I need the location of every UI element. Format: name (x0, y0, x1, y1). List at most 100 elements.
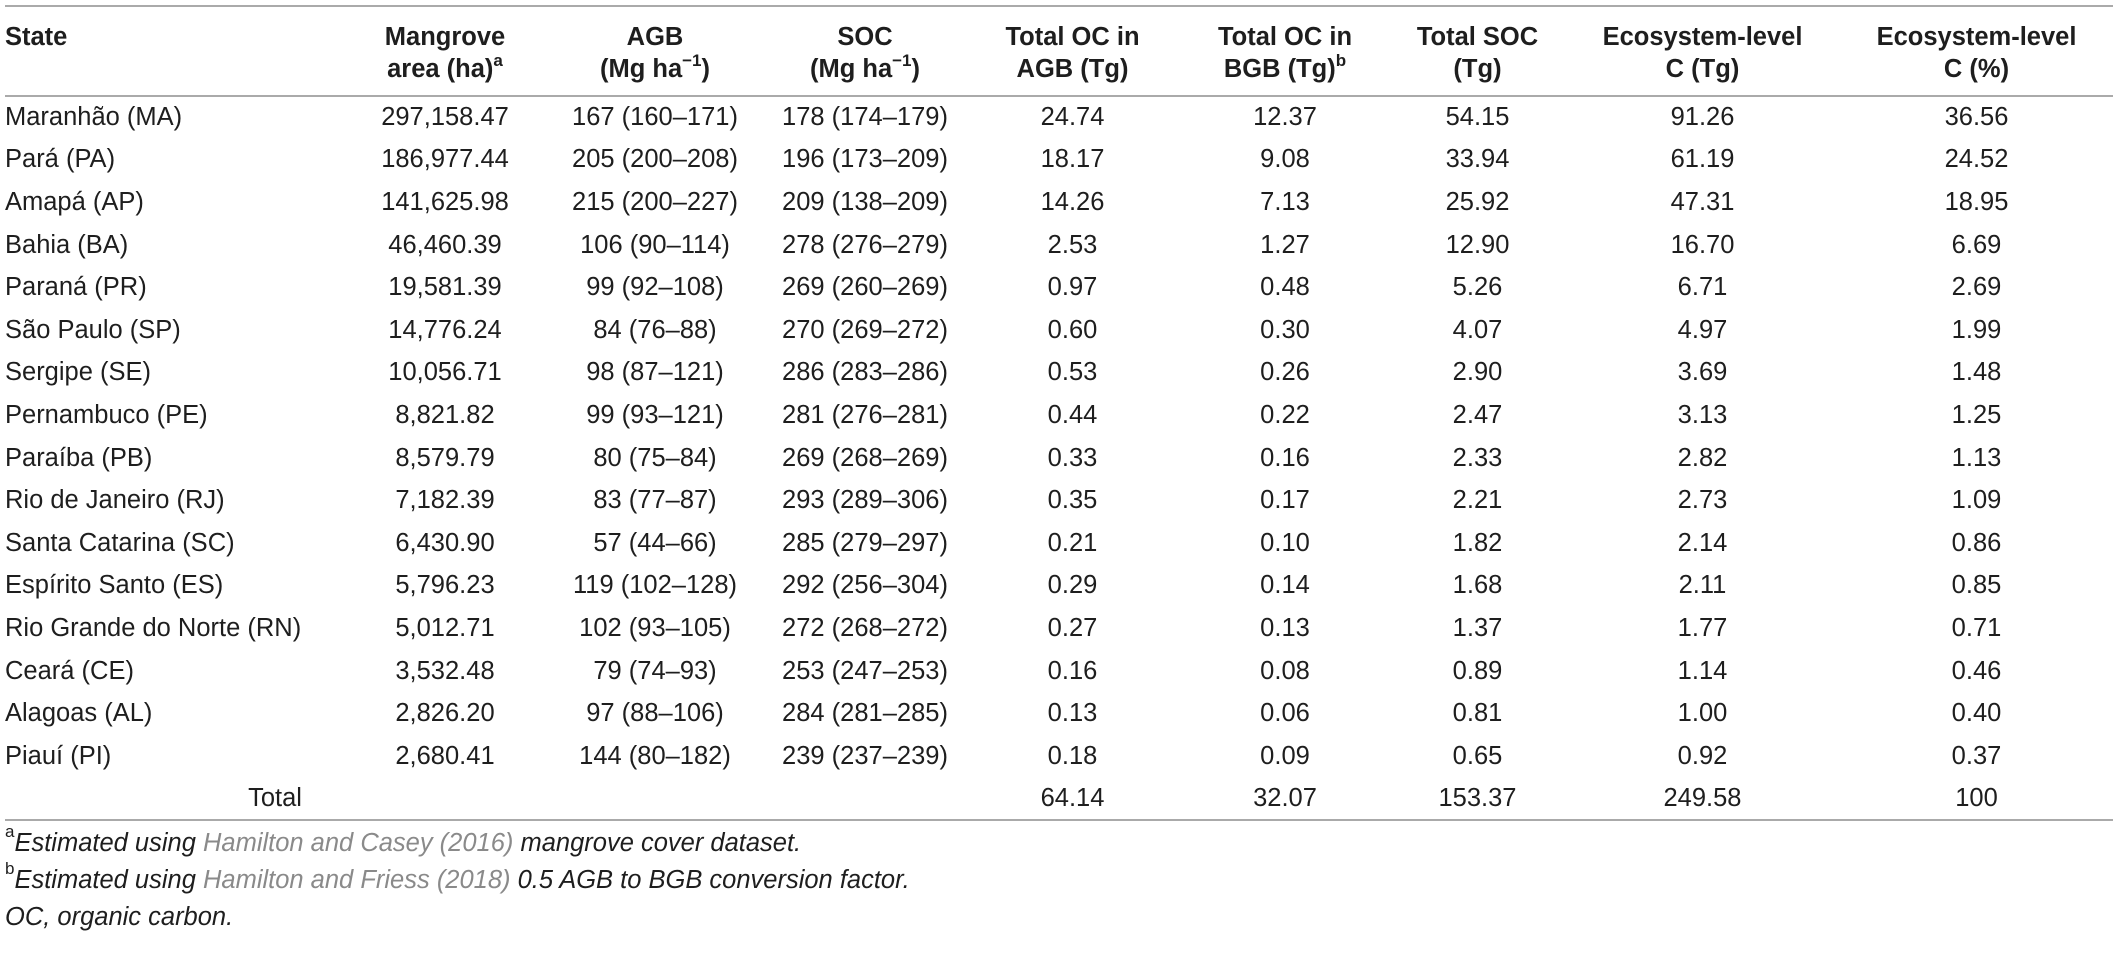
value-cell: 7,182.39 (395, 486, 495, 515)
state-cell: Paraná (PR) (5, 273, 147, 302)
state-cell: Pernambuco (PE) (5, 400, 208, 429)
value-cell: 1.77 (1677, 613, 1728, 642)
value-cell: 24.74 (1040, 103, 1105, 132)
table-row: Alagoas (AL) 2,826.20 97 (88–106) 284 (281–… (5, 692, 2113, 735)
state-cell: Ceará (CE) (5, 656, 134, 685)
value-cell: 5,796.23 (395, 571, 495, 600)
value-cell: 205 (200–208) (572, 145, 738, 174)
value-cell: 0.29 (1047, 571, 1098, 600)
state-cell: Pará (PA) (5, 145, 116, 174)
value-cell: 0.86 (1951, 528, 2002, 557)
value-cell: 285 (279–297) (782, 528, 948, 557)
value-cell: 5.26 (1452, 273, 1503, 302)
value-cell: 24.52 (1944, 145, 2009, 174)
value-cell: 9.08 (1260, 145, 1310, 174)
value-cell: 0.30 (1260, 315, 1310, 344)
state-cell: Maranhão (MA) (5, 103, 183, 132)
value-cell: 0.35 (1047, 486, 1098, 515)
column-header-line2: C (%) (1943, 55, 2010, 83)
footnote-marker: a (5, 822, 15, 841)
column-header: Total OC in AGB (Tg) (965, 5, 1180, 97)
value-cell: 80 (75–84) (593, 443, 717, 472)
table-footnotes: aEstimated using Hamilton and Casey (201… (5, 822, 2113, 936)
value-cell: 0.48 (1260, 273, 1310, 302)
value-cell: 1.14 (1677, 656, 1728, 685)
footnote-marker: b (1335, 50, 1347, 70)
value-cell: 141,625.98 (381, 187, 509, 216)
value-cell: 54.15 (1445, 103, 1510, 132)
value-cell: 2.90 (1452, 358, 1503, 387)
footnote-marker: b (5, 859, 15, 878)
value-cell: 119 (102–128) (573, 571, 737, 600)
table-row: Sergipe (SE) 10,056.71 98 (87–121) 286 (283… (5, 352, 2113, 395)
value-cell: 0.65 (1452, 741, 1503, 770)
table-body: Maranhão (MA) 297,158.47 167 (160–171) 178 … (5, 96, 2113, 778)
table-row: Rio Grande do Norte (RN) 5,012.71 102 (93–… (5, 607, 2113, 650)
value-cell: 14,776.24 (388, 315, 502, 344)
value-cell: 1.09 (1951, 486, 2002, 515)
value-cell: 186,977.44 (381, 145, 509, 174)
value-cell: 106 (90–114) (580, 230, 730, 259)
empty-cell (545, 777, 965, 821)
value-cell: 284 (281–285) (782, 699, 948, 728)
footnote-reference: Hamilton and Friess (2018) (202, 865, 511, 894)
column-header-line1: Ecosystem-level (1602, 23, 1803, 51)
footnote-text: 0.5 AGB to BGB conversion factor. (510, 865, 910, 894)
value-cell: 209 (138–209) (782, 187, 948, 216)
table-row: Paraíba (PB) 8,579.79 80 (75–84) 269 (268–2… (5, 437, 2113, 480)
value-cell: 1.68 (1452, 571, 1503, 600)
table-row: Pará (PA) 186,977.44 205 (200–208) 196 (173… (5, 139, 2113, 182)
footnote-text: Estimated using (14, 865, 203, 894)
footnote-text: Estimated using (14, 828, 203, 857)
value-cell: 0.17 (1260, 486, 1310, 515)
value-cell: 178 (174–179) (782, 103, 948, 132)
value-cell: 278 (276–279) (782, 230, 948, 259)
column-header: Mangrove area (ha)a (345, 5, 545, 97)
value-cell: 196 (173–209) (782, 145, 948, 174)
table-row: Santa Catarina (SC) 6,430.90 57 (44–66) 285… (5, 522, 2113, 565)
value-cell: 0.33 (1047, 443, 1098, 472)
value-cell: 12.90 (1445, 230, 1510, 259)
value-cell: 144 (80–182) (579, 741, 731, 770)
value-cell: 0.46 (1951, 656, 2002, 685)
state-cell: Santa Catarina (SC) (5, 528, 235, 557)
table-row: Paraná (PR) 19,581.39 99 (92–108) 269 (260–… (5, 266, 2113, 309)
value-cell: 91.26 (1670, 103, 1735, 132)
value-cell: 1.25 (1951, 400, 2002, 429)
value-cell: 2.14 (1677, 528, 1728, 557)
column-header-line2: BGB (Tg) (1223, 55, 1336, 83)
column-header-line2: (Mg ha−1) (599, 50, 711, 84)
value-cell: 16.70 (1670, 230, 1735, 259)
table-row: Maranhão (MA) 297,158.47 167 (160–171) 178 … (5, 96, 2113, 139)
value-cell: 281 (276–281) (782, 400, 948, 429)
value-cell: 36.56 (1944, 103, 2009, 132)
total-value: 100 (1840, 777, 2113, 821)
value-cell: 4.97 (1677, 315, 1728, 344)
column-header: SOC (Mg ha−1) (765, 5, 965, 97)
table-row: Piauí (PI) 2,680.41 144 (80–182) 239 (237–2… (5, 735, 2113, 778)
value-cell: 79 (74–93) (593, 656, 717, 685)
state-cell: Alagoas (AL) (5, 699, 153, 728)
footnote-reference: Hamilton and Casey (2016) (202, 828, 514, 857)
total-value: 153.37 (1390, 777, 1565, 821)
table-row: Ceará (CE) 3,532.48 79 (74–93) 253 (247–253… (5, 650, 2113, 693)
value-cell: 18.17 (1040, 145, 1105, 174)
value-cell: 18.95 (1944, 187, 2009, 216)
value-cell: 2.47 (1452, 400, 1503, 429)
value-cell: 0.16 (1047, 656, 1098, 685)
value-cell: 3.13 (1677, 400, 1728, 429)
table-row: Rio de Janeiro (RJ) 7,182.39 83 (77–87) 293… (5, 479, 2113, 522)
footnote: bEstimated using Hamilton and Friess (20… (5, 859, 2113, 899)
table-row: São Paulo (SP) 14,776.24 84 (76–88) 270 (26… (5, 309, 2113, 352)
value-cell: 0.92 (1677, 741, 1728, 770)
value-cell: 7.13 (1260, 187, 1310, 216)
value-cell: 269 (260–269) (782, 273, 948, 302)
value-cell: 0.13 (1047, 699, 1098, 728)
value-cell: 25.92 (1445, 187, 1510, 216)
value-cell: 292 (256–304) (782, 571, 948, 600)
value-cell: 0.18 (1047, 741, 1098, 770)
value-cell: 0.81 (1452, 699, 1503, 728)
value-cell: 2.33 (1452, 443, 1503, 472)
value-cell: 0.08 (1260, 656, 1310, 685)
column-header-line1: Total SOC (1416, 23, 1539, 51)
